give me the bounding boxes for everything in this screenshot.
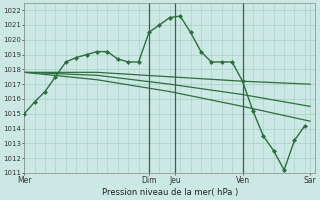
X-axis label: Pression niveau de la mer( hPa ): Pression niveau de la mer( hPa ) bbox=[102, 188, 238, 197]
